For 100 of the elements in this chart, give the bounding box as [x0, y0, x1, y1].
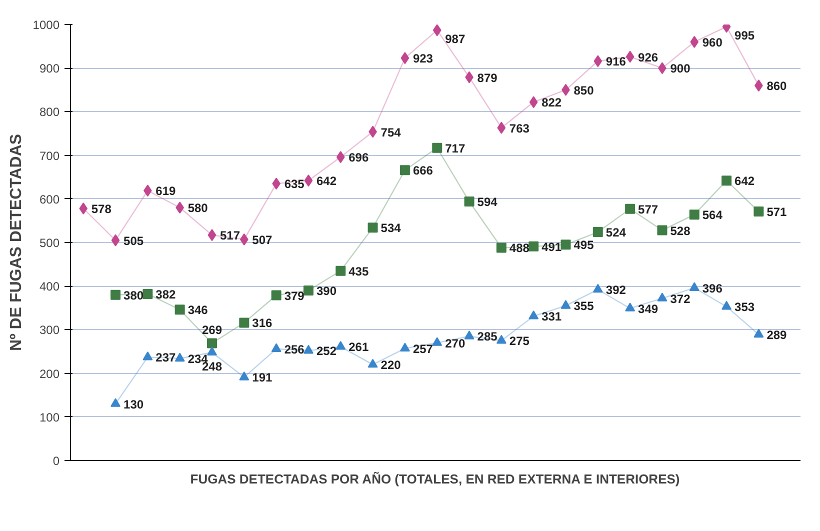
point [208, 229, 216, 242]
data-label: 960 [702, 35, 723, 50]
point [528, 241, 539, 252]
point [722, 176, 732, 186]
data-label: 528 [670, 224, 691, 238]
point [368, 222, 378, 233]
point [657, 225, 668, 236]
data-label: 534 [380, 221, 402, 236]
point [689, 210, 700, 220]
point [368, 358, 378, 368]
point [432, 24, 442, 36]
data-label: 353 [734, 300, 755, 314]
point [400, 342, 410, 352]
data-label: 355 [574, 299, 594, 314]
y-tick-label: 800 [39, 105, 60, 120]
point [142, 351, 153, 360]
data-label: 285 [477, 330, 498, 344]
data-label: 372 [670, 292, 691, 306]
data-label: 346 [188, 303, 208, 318]
data-label: 220 [380, 358, 402, 372]
y-axis-title: Nº DE FUGAS DETECTADAS [8, 134, 25, 352]
data-label: 491 [542, 240, 562, 254]
point [690, 36, 699, 48]
data-label: 252 [316, 344, 337, 358]
point [271, 290, 282, 300]
point [528, 310, 539, 320]
data-label: 696 [348, 150, 369, 165]
data-label: 926 [638, 50, 658, 64]
data-label: 379 [284, 288, 305, 303]
data-label: 717 [445, 141, 466, 156]
data-label: 392 [606, 283, 626, 298]
point [110, 398, 121, 407]
point [207, 346, 217, 356]
data-label: 396 [702, 281, 723, 296]
point [239, 372, 250, 380]
point [303, 344, 314, 354]
data-label: 577 [638, 202, 658, 216]
point [400, 165, 410, 176]
data-label: 642 [316, 174, 337, 188]
point [689, 282, 700, 291]
point [464, 330, 474, 340]
point [592, 227, 603, 238]
data-label: 635 [284, 177, 305, 192]
data-label: 507 [252, 232, 273, 247]
point [304, 174, 313, 187]
point [79, 202, 88, 214]
point [240, 233, 248, 246]
point [303, 285, 314, 296]
data-label: 754 [380, 125, 402, 140]
data-label: 435 [348, 264, 369, 278]
data-label: 850 [574, 83, 594, 98]
point [176, 202, 184, 214]
data-label: 289 [766, 328, 788, 342]
point [432, 142, 442, 153]
data-label: 257 [412, 342, 434, 356]
point [400, 52, 410, 64]
data-label: 619 [156, 184, 176, 198]
data-label: 578 [91, 202, 112, 216]
y-tick-label: 1000 [32, 18, 60, 32]
point [271, 343, 282, 352]
point [336, 266, 346, 276]
data-label: 916 [606, 54, 626, 69]
y-tick-label: 100 [39, 410, 60, 424]
point [560, 240, 571, 250]
point [207, 338, 217, 348]
data-label: 495 [574, 238, 594, 252]
point [754, 328, 764, 338]
point [592, 284, 603, 293]
data-label: 256 [284, 342, 305, 356]
point [336, 151, 345, 164]
data-label: 505 [124, 234, 144, 248]
data-label: 237 [156, 350, 176, 365]
point [722, 300, 732, 310]
point [174, 352, 185, 362]
data-label: 923 [412, 52, 434, 66]
data-label: 822 [542, 96, 562, 110]
data-label: 860 [766, 79, 788, 94]
point [110, 290, 121, 300]
data-label: 382 [156, 287, 176, 302]
data-label: 349 [638, 302, 658, 316]
data-label: 517 [220, 228, 240, 243]
data-label: 524 [606, 226, 626, 240]
point [464, 196, 474, 207]
y-tick-label: 300 [39, 323, 60, 338]
data-label: 564 [702, 208, 723, 222]
data-label: 666 [412, 164, 434, 178]
point [174, 304, 185, 315]
point [111, 234, 120, 246]
y-tick-label: 700 [39, 148, 60, 163]
data-label: 580 [188, 201, 208, 216]
data-label: 261 [348, 340, 369, 354]
data-label: 900 [670, 62, 691, 76]
y-tick-label: 200 [39, 366, 60, 381]
point [142, 288, 153, 299]
point [657, 292, 668, 302]
point [239, 318, 250, 328]
x-axis-title: FUGAS DETECTADAS POR AÑO (TOTALES, EN RED EXTERNA E INTERIORES) [190, 472, 680, 486]
y-tick-label: 500 [39, 236, 60, 250]
data-label: 390 [316, 284, 337, 298]
point [336, 341, 346, 350]
